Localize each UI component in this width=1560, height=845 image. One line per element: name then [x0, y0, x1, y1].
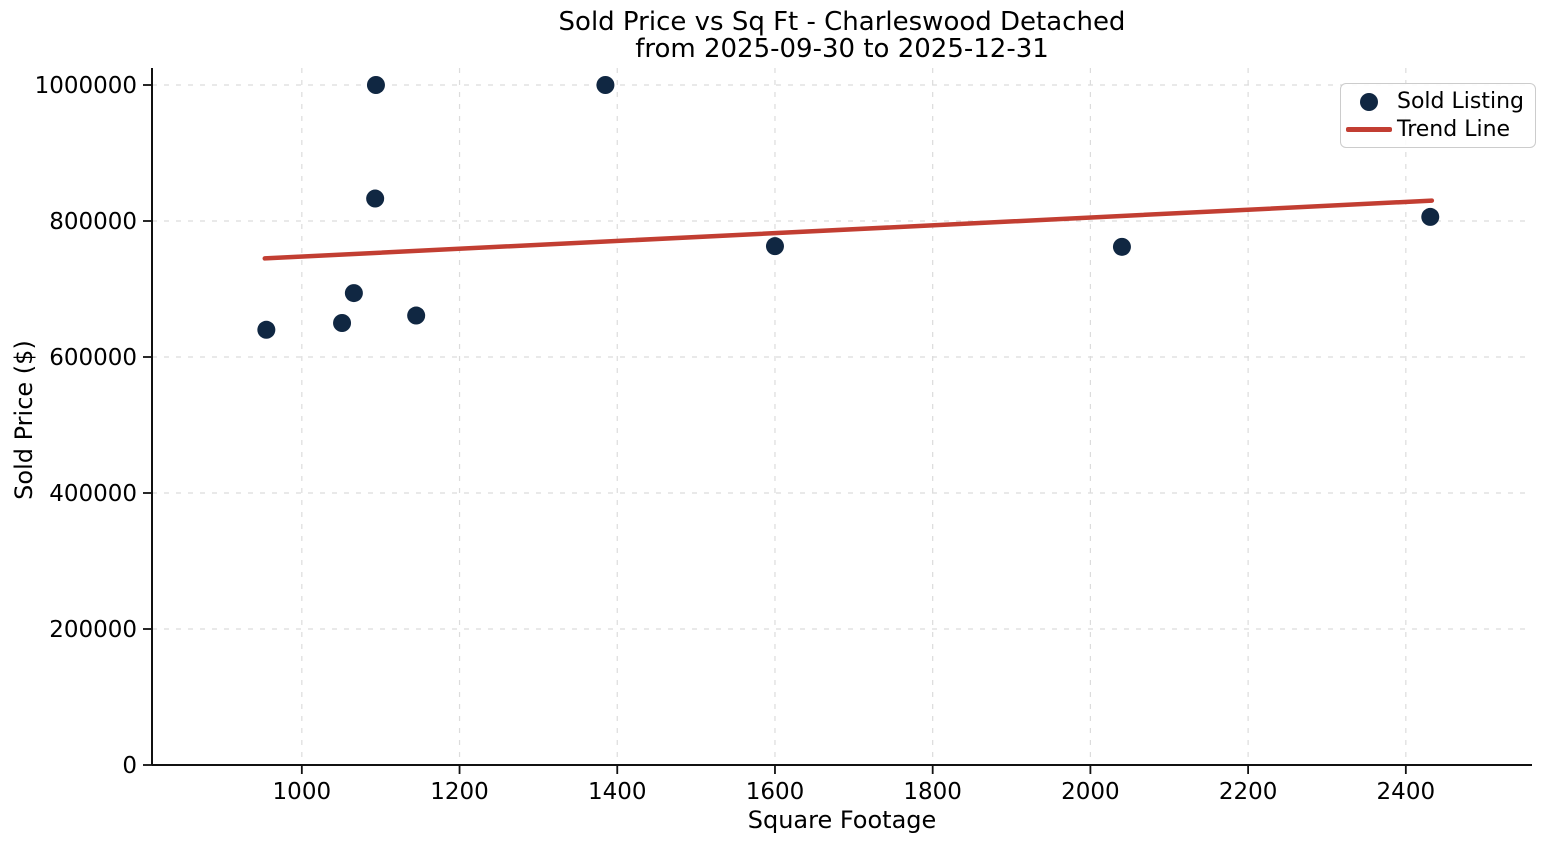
legend-marker-cell	[1341, 92, 1397, 111]
legend-marker-cell	[1341, 127, 1397, 132]
legend-label: Sold Listing	[1397, 89, 1524, 115]
scatter-point	[596, 76, 615, 94]
chart-subtitle: from 2025-09-30 to 2025-12-31	[635, 34, 1049, 64]
scatter-point	[1112, 237, 1131, 256]
y-tick-label: 800000	[49, 209, 137, 235]
y-axis-label: Sold Price ($)	[10, 340, 38, 500]
y-tick-label: 200000	[49, 617, 137, 643]
scatter-point	[366, 76, 385, 94]
x-axis-label: Square Footage	[747, 806, 937, 834]
x-tick-label: 1200	[430, 779, 489, 805]
scatter-point	[257, 320, 276, 339]
scatter-point	[1421, 207, 1440, 226]
y-tick-label: 1000000	[35, 73, 137, 99]
legend: Sold Listing Trend Line	[1340, 83, 1536, 148]
y-tick-label: 600000	[49, 345, 137, 371]
y-tick-label: 400000	[49, 481, 137, 507]
legend-item-sold-listing: Sold Listing	[1341, 88, 1535, 116]
x-tick-label: 1600	[746, 779, 805, 805]
x-tick-label: 1800	[903, 779, 962, 805]
x-tick-label: 2000	[1061, 779, 1120, 805]
legend-label: Trend Line	[1397, 116, 1511, 142]
legend-marker-dot-icon	[1360, 92, 1378, 111]
scatter-point	[344, 284, 363, 303]
scatter-point	[765, 237, 784, 256]
scatter-point	[333, 314, 352, 332]
x-tick-label: 2200	[1219, 779, 1278, 805]
x-tick-label: 1400	[588, 779, 647, 805]
chart-title-block: Sold Price vs Sq Ft - Charleswood Detach…	[152, 9, 1532, 63]
x-tick-label: 2400	[1377, 779, 1436, 805]
trend-line	[262, 198, 1435, 261]
y-tick-label: 0	[122, 753, 137, 779]
scatter-point	[366, 189, 385, 208]
chart-title: Sold Price vs Sq Ft - Charleswood Detach…	[558, 7, 1126, 37]
x-tick-label: 1000	[273, 779, 332, 805]
scatter-point	[407, 306, 426, 325]
legend-item-trend-line: Trend Line	[1341, 116, 1535, 144]
legend-marker-line-icon	[1346, 127, 1392, 132]
